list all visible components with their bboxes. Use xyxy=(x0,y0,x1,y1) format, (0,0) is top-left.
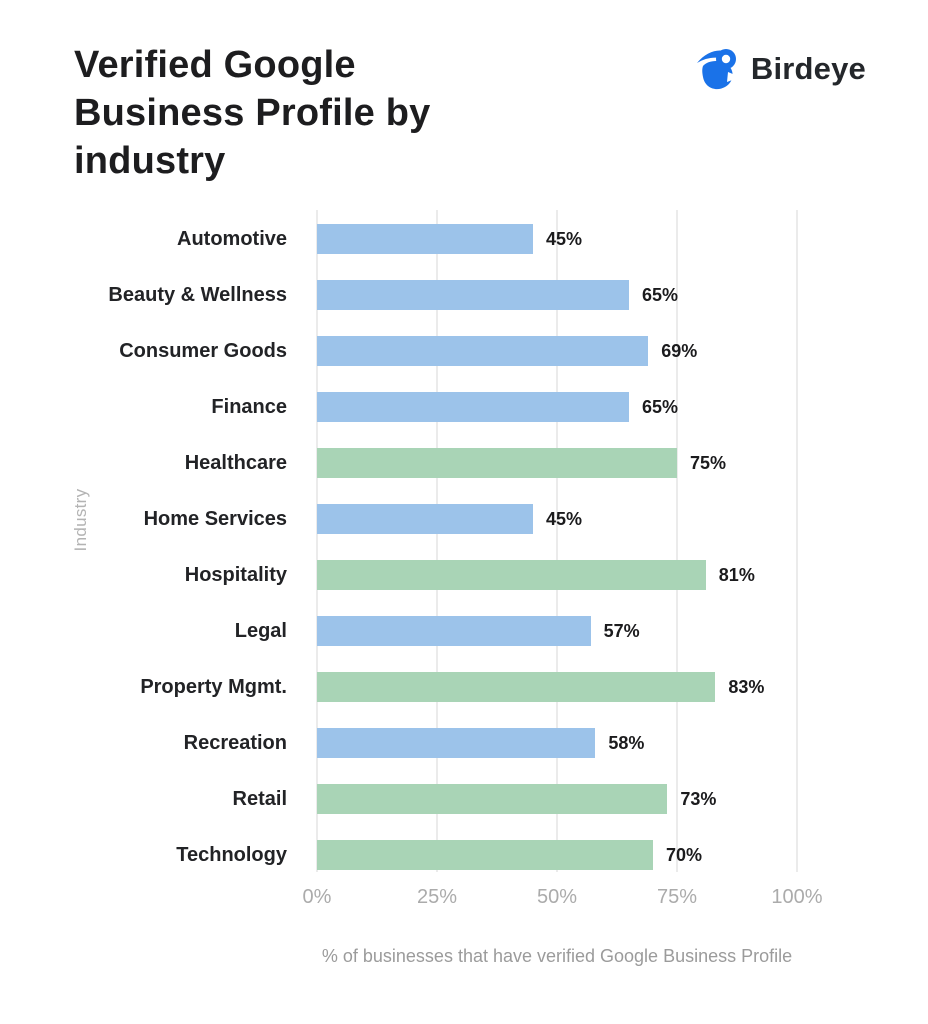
bar xyxy=(317,728,596,758)
gridline xyxy=(796,210,798,872)
value-label: 45% xyxy=(546,509,583,529)
bar xyxy=(317,336,649,366)
gridline xyxy=(316,210,318,872)
bar xyxy=(317,560,706,590)
x-tick-label: 100% xyxy=(771,886,823,908)
category-label: Property Mgmt. xyxy=(140,676,287,698)
bar xyxy=(317,280,629,310)
x-axis-caption: % of businesses that have verified Googl… xyxy=(321,946,793,966)
x-tick-label: 0% xyxy=(302,886,332,908)
bar-row: Retail 73% xyxy=(233,784,797,814)
bar xyxy=(317,224,533,254)
bar xyxy=(317,840,653,870)
bar-row: Finance 65% xyxy=(211,392,797,422)
value-label: 57% xyxy=(603,621,640,641)
y-axis-label: Industry xyxy=(71,488,90,552)
value-label: 70% xyxy=(666,845,703,865)
bar-row: Hospitality 81% xyxy=(185,560,797,590)
page-title: Verified Google Business Profile by indu… xyxy=(74,44,431,182)
category-label: Hospitality xyxy=(184,564,287,586)
category-label: Legal xyxy=(234,620,287,642)
brand-logo: Birdeye xyxy=(695,46,866,92)
value-label: 81% xyxy=(718,565,755,585)
brand-name: Birdeye xyxy=(750,51,866,86)
bar xyxy=(317,504,533,534)
value-label: 73% xyxy=(680,789,717,809)
bar-row: Technology 70% xyxy=(176,840,797,870)
bar-row: Recreation 58% xyxy=(184,728,797,758)
x-tick-label: 75% xyxy=(656,886,698,908)
bar xyxy=(317,392,629,422)
bar-row: Home Services 45% xyxy=(144,504,797,534)
value-label: 69% xyxy=(661,341,698,361)
bar-row: Healthcare 75% xyxy=(185,448,797,478)
x-tick-label: 25% xyxy=(416,886,458,908)
bar xyxy=(317,616,591,646)
bar-chart: Automotive 45% Beauty & Wellness 65% Con… xyxy=(108,210,823,966)
category-label: Consumer Goods xyxy=(119,340,287,362)
value-label: 58% xyxy=(608,733,645,753)
gridline xyxy=(556,210,558,872)
value-label: 65% xyxy=(642,397,679,417)
category-label: Recreation xyxy=(183,732,287,754)
category-label: Retail xyxy=(232,788,287,810)
bar-row: Property Mgmt. 83% xyxy=(140,672,797,702)
value-label: 65% xyxy=(642,285,679,305)
x-tick-label: 50% xyxy=(536,886,578,908)
category-label: Healthcare xyxy=(184,452,287,474)
category-label: Technology xyxy=(176,844,287,866)
value-label: 45% xyxy=(546,229,583,249)
category-label: Automotive xyxy=(177,228,287,250)
gridline xyxy=(676,210,678,872)
category-label: Beauty & Wellness xyxy=(108,284,287,306)
value-label: 75% xyxy=(690,453,727,473)
bar-row: Consumer Goods 69% xyxy=(119,336,797,366)
bar xyxy=(317,672,716,702)
birdeye-bird-icon xyxy=(696,49,740,90)
bar xyxy=(317,784,668,814)
category-label: Finance xyxy=(211,396,287,418)
bar-row: Beauty & Wellness 65% xyxy=(108,280,797,310)
bar-row: Automotive 45% xyxy=(177,224,797,254)
value-label: 83% xyxy=(728,677,765,697)
gridline xyxy=(436,210,438,872)
bar xyxy=(317,448,677,478)
category-label: Home Services xyxy=(143,508,287,530)
bar-row: Legal 57% xyxy=(235,616,797,646)
